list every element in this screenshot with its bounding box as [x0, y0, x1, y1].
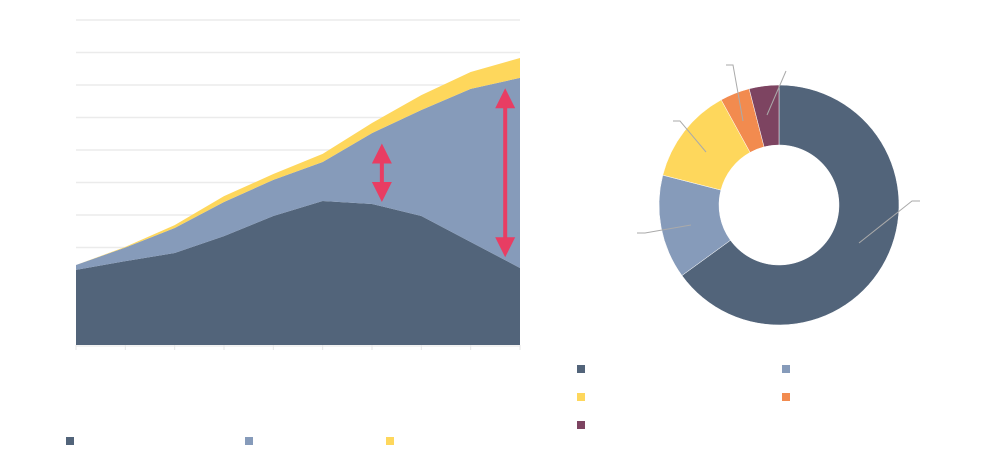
legend-swatch: [577, 393, 585, 401]
arrow-head-up: [371, 143, 392, 164]
area-series-2: [76, 77, 520, 270]
legend-swatch: [66, 437, 74, 445]
leader-line: [766, 70, 787, 116]
donut-slice-5: [748, 84, 780, 148]
leader-line: [673, 120, 707, 153]
arrow-head-down: [495, 237, 516, 258]
arrow-head-down: [371, 182, 392, 202]
leader-line: [637, 224, 692, 234]
leader-line: [858, 200, 920, 244]
legend-swatch: [782, 365, 790, 373]
legend-swatch: [577, 365, 585, 373]
area-series-3: [76, 58, 520, 266]
legend-swatch: [577, 421, 585, 429]
donut-slice-1: [681, 84, 900, 326]
area-series-1: [76, 201, 520, 345]
arrow-head-up: [495, 88, 516, 109]
leader-line: [726, 64, 744, 122]
legend-swatch: [245, 437, 253, 445]
legend-swatch: [782, 393, 790, 401]
legend-swatch: [386, 437, 394, 445]
